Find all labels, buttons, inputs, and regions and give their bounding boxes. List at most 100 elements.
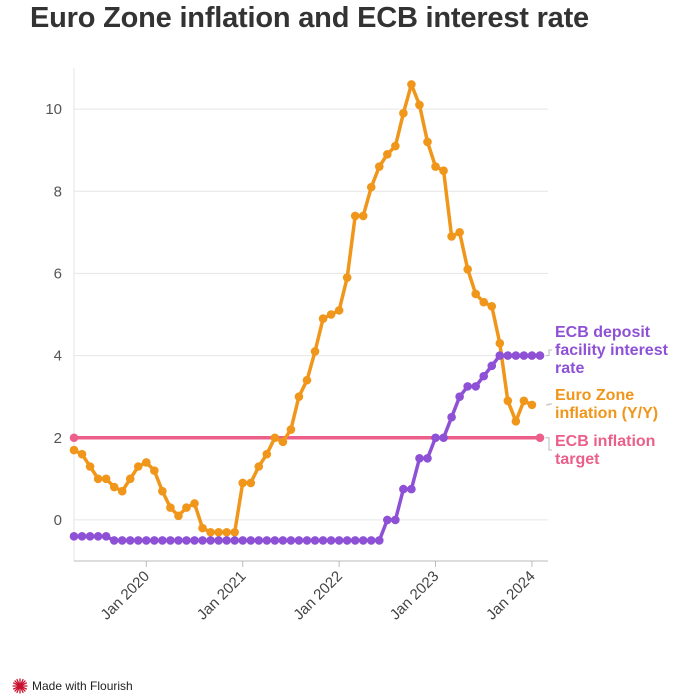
data-point-deposit_rate[interactable] <box>278 536 288 545</box>
data-point-inflation[interactable] <box>487 301 497 311</box>
data-point-inflation[interactable] <box>262 449 272 459</box>
data-point-inflation[interactable] <box>222 527 231 537</box>
data-point-inflation[interactable] <box>511 417 521 426</box>
data-point-inflation[interactable] <box>294 392 304 401</box>
data-point-inflation[interactable] <box>455 228 464 237</box>
data-point-deposit_rate[interactable] <box>85 532 95 541</box>
data-point-deposit_rate[interactable] <box>214 536 223 545</box>
data-point-deposit_rate[interactable] <box>326 536 336 545</box>
data-point-inflation[interactable] <box>495 338 505 348</box>
data-point-deposit_rate[interactable] <box>286 536 296 545</box>
data-point-deposit_rate[interactable] <box>238 536 248 545</box>
data-point-inflation[interactable] <box>302 375 312 385</box>
data-point-deposit_rate[interactable] <box>391 515 400 525</box>
data-point-deposit_rate[interactable] <box>101 532 111 541</box>
data-point-inflation[interactable] <box>431 162 440 171</box>
data-point-deposit_rate[interactable] <box>150 536 159 545</box>
data-point-deposit_rate[interactable] <box>374 536 384 545</box>
data-point-inflation[interactable] <box>358 211 368 221</box>
data-point-target[interactable] <box>69 433 79 443</box>
data-point-deposit_rate[interactable] <box>318 536 328 545</box>
data-point-deposit_rate[interactable] <box>423 453 432 463</box>
data-point-deposit_rate[interactable] <box>206 536 215 545</box>
data-point-deposit_rate[interactable] <box>431 433 440 443</box>
data-point-deposit_rate[interactable] <box>142 536 151 545</box>
data-point-deposit_rate[interactable] <box>366 536 376 545</box>
data-point-inflation[interactable] <box>150 466 159 475</box>
data-point-deposit_rate[interactable] <box>519 351 529 360</box>
data-point-inflation[interactable] <box>326 310 336 319</box>
data-point-deposit_rate[interactable] <box>174 536 183 545</box>
data-point-deposit_rate[interactable] <box>198 536 207 545</box>
data-point-inflation[interactable] <box>238 478 248 488</box>
data-point-deposit_rate[interactable] <box>166 536 175 545</box>
data-point-inflation[interactable] <box>503 396 513 406</box>
data-point-deposit_rate[interactable] <box>270 536 280 545</box>
data-point-deposit_rate[interactable] <box>93 532 103 541</box>
data-point-inflation[interactable] <box>190 499 199 508</box>
data-point-inflation[interactable] <box>374 162 384 171</box>
data-point-inflation[interactable] <box>479 297 489 307</box>
data-point-deposit_rate[interactable] <box>439 433 448 443</box>
data-point-deposit_rate[interactable] <box>125 536 135 545</box>
data-point-inflation[interactable] <box>69 445 79 455</box>
data-point-inflation[interactable] <box>334 306 344 315</box>
data-point-inflation[interactable] <box>527 400 537 410</box>
data-point-inflation[interactable] <box>407 80 416 89</box>
data-point-inflation[interactable] <box>519 396 529 406</box>
data-point-deposit_rate[interactable] <box>350 536 360 545</box>
data-point-inflation[interactable] <box>198 523 207 533</box>
flourish-credit[interactable]: Made with Flourish <box>12 678 133 694</box>
data-point-inflation[interactable] <box>182 503 191 512</box>
data-point-inflation[interactable] <box>439 166 448 176</box>
data-point-inflation[interactable] <box>471 289 480 299</box>
data-point-deposit_rate[interactable] <box>455 392 464 401</box>
data-point-deposit_rate[interactable] <box>383 515 392 525</box>
data-point-deposit_rate[interactable] <box>133 536 143 545</box>
data-point-deposit_rate[interactable] <box>254 536 264 545</box>
data-point-inflation[interactable] <box>278 437 288 447</box>
data-point-deposit_rate[interactable] <box>471 382 480 391</box>
data-point-deposit_rate[interactable] <box>527 351 537 360</box>
data-point-inflation[interactable] <box>109 482 119 492</box>
data-point-inflation[interactable] <box>318 314 328 323</box>
data-point-deposit_rate[interactable] <box>463 382 472 391</box>
data-point-inflation[interactable] <box>447 232 456 241</box>
data-point-deposit_rate[interactable] <box>69 532 79 541</box>
data-point-inflation[interactable] <box>166 503 175 512</box>
data-point-deposit_rate[interactable] <box>222 536 231 545</box>
data-point-deposit_rate[interactable] <box>310 536 320 545</box>
data-point-inflation[interactable] <box>391 141 400 151</box>
data-point-deposit_rate[interactable] <box>294 536 304 545</box>
data-point-deposit_rate[interactable] <box>230 536 239 545</box>
data-point-inflation[interactable] <box>415 100 424 110</box>
data-point-inflation[interactable] <box>133 462 143 471</box>
data-point-inflation[interactable] <box>270 433 280 443</box>
data-point-inflation[interactable] <box>206 527 215 537</box>
data-point-deposit_rate[interactable] <box>495 351 505 360</box>
data-point-inflation[interactable] <box>174 511 183 521</box>
data-point-deposit_rate[interactable] <box>246 536 256 545</box>
data-point-inflation[interactable] <box>158 486 167 496</box>
data-point-inflation[interactable] <box>399 108 408 118</box>
data-point-inflation[interactable] <box>93 474 103 484</box>
data-point-inflation[interactable] <box>246 478 256 488</box>
data-point-inflation[interactable] <box>117 486 127 496</box>
data-point-inflation[interactable] <box>85 462 95 471</box>
data-point-deposit_rate[interactable] <box>334 536 344 545</box>
data-point-deposit_rate[interactable] <box>302 536 312 545</box>
data-point-deposit_rate[interactable] <box>109 536 119 545</box>
data-point-inflation[interactable] <box>350 211 360 221</box>
data-point-deposit_rate[interactable] <box>479 371 489 381</box>
data-point-deposit_rate[interactable] <box>511 351 521 360</box>
data-point-inflation[interactable] <box>423 137 432 147</box>
data-point-inflation[interactable] <box>383 149 392 159</box>
data-point-deposit_rate[interactable] <box>342 536 352 545</box>
data-point-target[interactable] <box>535 433 545 443</box>
data-point-inflation[interactable] <box>214 527 223 537</box>
data-point-deposit_rate[interactable] <box>447 412 456 422</box>
data-point-inflation[interactable] <box>366 182 376 192</box>
data-point-deposit_rate[interactable] <box>158 536 167 545</box>
data-point-inflation[interactable] <box>125 474 135 484</box>
data-point-inflation[interactable] <box>230 527 239 537</box>
